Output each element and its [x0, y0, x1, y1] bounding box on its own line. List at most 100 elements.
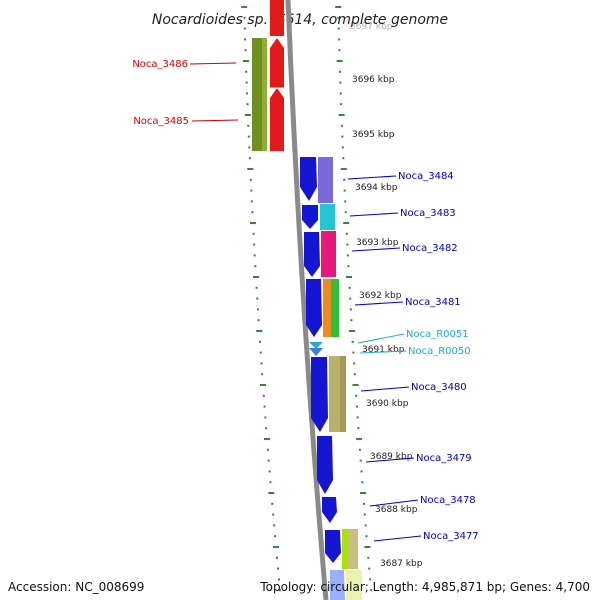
- tick-mark: [341, 124, 343, 127]
- kbp-label: 3696 kbp: [352, 75, 395, 85]
- tick-mark: [248, 146, 251, 149]
- tick-mark: [279, 589, 281, 592]
- rna-arrow-noca-r0051[interactable]: [309, 342, 323, 349]
- kbp-ruler: 3697 kbp 3696 kbp 3695 kbp 3694 kbp 3693…: [350, 22, 423, 569]
- inner-tick-track: [241, 6, 281, 592]
- tick-mark: [268, 470, 271, 473]
- tick-mark: [365, 535, 368, 538]
- tick-mark: [357, 427, 360, 430]
- tick-mark: [243, 16, 246, 19]
- tick-mark: [244, 38, 247, 41]
- kbp-label: 3697 kbp: [350, 22, 393, 32]
- gene-feature-noca-3477-lime[interactable]: [342, 529, 348, 569]
- gene-arrow-noca-3482[interactable]: [304, 232, 320, 277]
- leader-line: [373, 535, 422, 542]
- gene-label-noca-3480[interactable]: Noca_3480: [411, 382, 467, 393]
- gene-arrow-noca-3485[interactable]: [270, 88, 284, 151]
- tick-mark: [339, 70, 342, 73]
- tick-mark: [264, 416, 267, 419]
- tick-mark: [351, 340, 354, 343]
- gene-arrow-noca-3484[interactable]: [300, 157, 317, 201]
- reverse-strand-genes: [252, 0, 284, 151]
- tick-mark: [356, 416, 359, 419]
- gene-arrow-noca-3480[interactable]: [311, 357, 328, 432]
- gene-arrow-noca-3481[interactable]: [306, 279, 322, 337]
- tick-mark: [349, 330, 356, 332]
- kbp-label: 3690 kbp: [366, 399, 409, 409]
- tick-mark: [253, 254, 256, 257]
- gene-label-noca-3479[interactable]: Noca_3479: [416, 453, 472, 464]
- tick-mark: [255, 286, 258, 289]
- gene-feature-noca-3484[interactable]: [318, 157, 333, 203]
- gene-block-noca-3486[interactable]: [270, 0, 284, 36]
- tick-mark: [369, 578, 372, 581]
- tick-mark: [257, 319, 260, 322]
- tick-mark: [253, 243, 256, 246]
- tick-mark: [273, 524, 276, 527]
- gene-arrow-noca-3479[interactable]: [317, 436, 333, 494]
- tick-mark: [263, 405, 266, 408]
- tick-mark: [264, 438, 270, 440]
- tick-mark: [249, 222, 256, 224]
- gene-feature-noca-3481-green[interactable]: [331, 279, 339, 337]
- gene-feature-noca-3477-khaki[interactable]: [348, 529, 358, 569]
- gene-label-noca-3485[interactable]: Noca_3485: [133, 116, 189, 127]
- tick-mark: [338, 38, 341, 41]
- tick-mark: [244, 49, 247, 52]
- tick-mark: [250, 200, 253, 203]
- rna-arrow-noca-r0050[interactable]: [309, 348, 323, 356]
- tick-mark: [349, 308, 352, 311]
- tick-mark: [278, 578, 280, 581]
- tick-mark: [349, 297, 352, 300]
- gene-labels: Noca_3486 Noca_3485 Noca_3484 Noca_3483 …: [132, 59, 478, 542]
- gene-label-noca-3478[interactable]: Noca_3478: [420, 495, 476, 506]
- tick-mark: [338, 49, 341, 52]
- tick-mark: [274, 535, 276, 538]
- tick-mark: [340, 168, 347, 170]
- gene-feature-noca-3481-orange[interactable]: [323, 279, 331, 337]
- gene-arrow-noca-3478[interactable]: [322, 497, 337, 523]
- gene-label-noca-r0051[interactable]: Noca_R0051: [406, 329, 469, 340]
- gene-label-noca-3482[interactable]: Noca_3482: [402, 243, 458, 254]
- gene-label-noca-3477[interactable]: Noca_3477: [423, 531, 479, 542]
- gene-label-noca-3486[interactable]: Noca_3486: [132, 59, 188, 70]
- tick-mark: [251, 211, 254, 214]
- tick-mark: [343, 178, 346, 181]
- tick-mark: [271, 502, 274, 505]
- tick-mark: [345, 232, 348, 235]
- leader-line: [357, 333, 405, 344]
- gene-arrow-noca-3486[interactable]: [270, 38, 284, 88]
- gene-arrow-noca-3483[interactable]: [302, 205, 318, 229]
- tick-mark: [241, 6, 248, 8]
- kbp-label: 3695 kbp: [352, 130, 395, 140]
- gene-label-noca-3483[interactable]: Noca_3483: [400, 208, 456, 219]
- outer-tick-track: [335, 6, 373, 592]
- gene-label-noca-r0050[interactable]: Noca_R0050: [408, 346, 471, 357]
- forward-strand-genes: [300, 157, 362, 600]
- tick-mark: [346, 243, 349, 246]
- tick-mark: [265, 427, 268, 430]
- tick-mark: [339, 92, 342, 95]
- leader-line: [351, 247, 401, 252]
- tick-mark: [341, 135, 344, 138]
- genome-title: Nocardioides sp. JS614, complete genome: [152, 12, 448, 28]
- tick-mark: [343, 189, 346, 192]
- tick-mark: [246, 103, 249, 106]
- tick-mark: [262, 394, 265, 397]
- tick-mark: [260, 362, 263, 365]
- gene-label-noca-3481[interactable]: Noca_3481: [405, 297, 461, 308]
- gene-feature-noca-3483[interactable]: [320, 204, 335, 230]
- tick-mark: [350, 319, 353, 322]
- tick-mark: [252, 232, 255, 235]
- tick-mark: [346, 276, 352, 278]
- kbp-label: 3689 kbp: [370, 452, 413, 462]
- gene-feature-next[interactable]: [346, 570, 362, 600]
- gene-feature-noca-3482[interactable]: [321, 231, 336, 277]
- gene-arrow-noca-3477[interactable]: [325, 530, 341, 563]
- gene-arrow-next[interactable]: [330, 570, 345, 600]
- gene-label-noca-3484[interactable]: Noca_3484: [398, 171, 454, 182]
- leader-line: [349, 212, 399, 217]
- leader-line: [365, 457, 415, 463]
- tick-mark: [364, 546, 371, 548]
